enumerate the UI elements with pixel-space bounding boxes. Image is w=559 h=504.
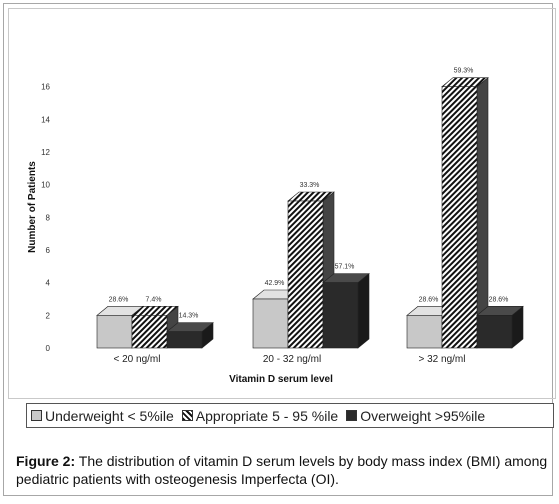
bar-chart: 0 2 4 6 8 10 12 14 16 28.6% 7.4% 14.3% 42.9% 33.3% 57… [27,68,524,385]
x-category-label: 20 - 32 ng/ml [263,354,321,365]
bar-front [287,200,324,349]
bar-front [322,282,359,349]
bar-side [357,273,370,349]
x-axis-categories: < 20 ng/ml 20 - 32 ng/ml > 32 ng/ml [114,354,466,365]
bar-front [441,86,478,349]
bar-front [406,315,443,349]
y-axis-label: Number of Patients [27,161,38,253]
bar-3d [322,273,370,349]
y-tick-label: 4 [46,279,51,288]
y-tick-label: 16 [41,83,50,92]
legend-label-appropriate: Appropriate 5 - 95 %ile [195,407,339,424]
legend-swatch-hatched [181,410,193,421]
chart-area: 0 2 4 6 8 10 12 14 16 28.6% 7.4% 14.3% 42.9% 33.3% 57… [8,8,556,399]
y-tick-label: 0 [46,344,51,353]
legend-swatch-light [31,410,42,421]
legend-label-underweight: Underweight < 5%ile [45,407,174,424]
bar-data-label: 57.1% [335,264,355,271]
bar-data-label: 14.3% [179,313,199,320]
bar-data-label: 28.6% [109,296,129,303]
legend: Underweight < 5%ile Appropriate 5 - 95 %… [26,403,554,428]
caption-text: The distribution of vitamin D serum leve… [16,453,548,487]
legend-item-appropriate: Appropriate 5 - 95 %ile [181,407,339,424]
y-tick-label: 10 [41,181,50,190]
y-tick-label: 6 [46,246,51,255]
legend-item-overweight: Overweight >95%ile [346,408,485,424]
bar-data-label: 59.3% [454,68,474,75]
bars [96,77,524,349]
x-category-label: > 32 ng/ml [419,354,466,365]
y-tick-label: 12 [41,148,50,157]
bar-front [96,315,133,349]
bar-front [476,315,513,349]
x-axis-label: Vitamin D serum level [229,374,333,385]
bar-data-label: 33.3% [300,182,320,189]
bar-3d [441,77,489,349]
bar-front [131,315,168,349]
data-labels: 28.6% 7.4% 14.3% 42.9% 33.3% 57.1% 28.6% 59.3% 2… [109,68,509,320]
legend-swatch-dark [346,410,358,421]
bar-data-label: 42.9% [265,280,285,287]
bar-data-label: 28.6% [489,296,509,303]
bar-3d [476,305,524,349]
caption-label: Figure 2: [16,453,76,469]
bar-front [166,331,203,349]
bar-front [252,298,289,349]
bar-data-label: 28.6% [419,296,439,303]
y-axis-ticks: 0 2 4 6 8 10 12 14 16 [41,83,50,353]
legend-label-overweight: Overweight >95%ile [360,407,486,424]
y-tick-label: 8 [46,213,51,222]
x-category-label: < 20 ng/ml [114,354,161,365]
bar-3d [166,322,214,349]
y-tick-label: 2 [46,311,51,320]
legend-item-underweight: Underweight < 5%ile [31,408,174,424]
bar-data-label: 7.4% [146,296,162,303]
figure-frame: 0 2 4 6 8 10 12 14 16 28.6% 7.4% 14.3% 42.9% 33.3% 57… [3,3,556,496]
y-tick-label: 14 [41,115,50,124]
figure-caption: Figure 2: The distribution of vitamin D … [16,452,551,488]
